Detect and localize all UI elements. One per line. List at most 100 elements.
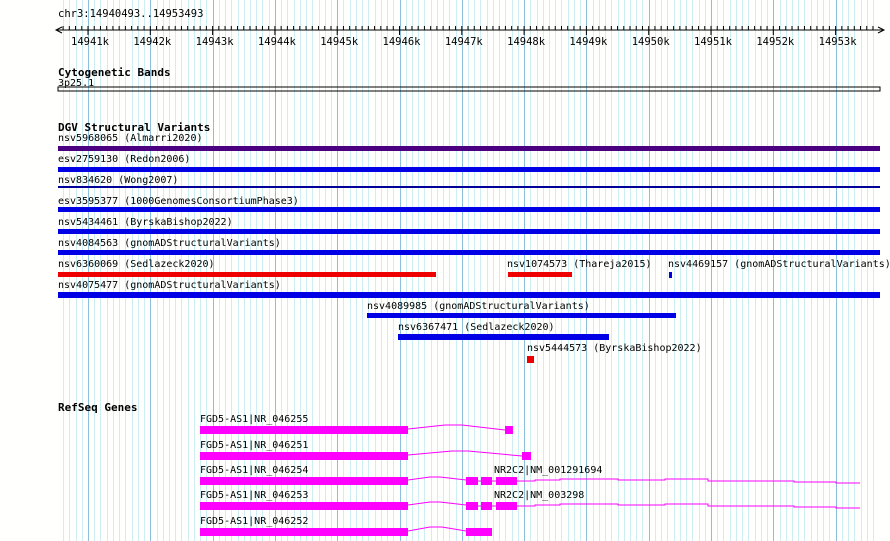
gene-label[interactable]: FGD5-AS1|NR_046251 — [200, 440, 309, 451]
section-title-dgv-variants: DGV Structural Variants — [58, 121, 211, 134]
gene-exon[interactable] — [496, 477, 517, 485]
grid-line-minor — [785, 0, 787, 541]
grid-line-minor — [841, 0, 843, 541]
gene-exon[interactable] — [200, 477, 408, 485]
grid-line-minor — [779, 0, 781, 541]
grid-line-minor — [760, 0, 762, 541]
variant-label[interactable]: nsv4084563 (gnomADStructuralVariants) — [58, 238, 281, 249]
variant-label[interactable]: esv2759130 (Redon2006) — [58, 154, 191, 165]
grid-line-minor — [362, 0, 364, 541]
variant-label[interactable]: nsv4075477 (gnomADStructuralVariants) — [58, 280, 281, 291]
variant-bar[interactable] — [58, 272, 436, 277]
grid-line-major — [274, 0, 276, 541]
variant-label[interactable]: nsv5434461 (ByrskaBishop2022) — [58, 217, 233, 228]
variant-bar[interactable] — [398, 334, 609, 340]
grid-line-minor — [100, 0, 102, 541]
grid-line-minor — [854, 0, 856, 541]
grid-line-minor — [791, 0, 793, 541]
grid-line-minor — [630, 0, 631, 541]
grid-line-minor — [368, 0, 370, 541]
grid-line-minor — [848, 0, 850, 541]
grid-line-minor — [318, 0, 320, 541]
variant-label[interactable]: nsv6367471 (Sedlazeck2020) — [398, 322, 555, 333]
variant-bar[interactable] — [367, 313, 676, 318]
grid-line-minor — [536, 0, 538, 541]
gene-exon[interactable] — [200, 426, 408, 434]
variant-label[interactable]: nsv5444573 (ByrskaBishop2022) — [527, 343, 702, 354]
variant-bar[interactable] — [58, 146, 880, 151]
gene-label[interactable]: FGD5-AS1|NR_046253 — [200, 490, 309, 501]
grid-line-minor — [449, 0, 451, 541]
gene-label[interactable]: NR2C2|NM_001291694 — [494, 465, 603, 476]
ruler-tick-label: 14942k — [133, 36, 172, 48]
gene-label[interactable]: NR2C2|NM_003298 — [494, 490, 585, 501]
grid-line-minor — [374, 0, 376, 541]
gene-label[interactable]: FGD5-AS1|NR_046255 — [200, 414, 309, 425]
variant-label[interactable]: nsv6360069 (Sedlazeck2020) — [58, 259, 215, 270]
grid-line-minor — [810, 0, 812, 541]
variant-bar[interactable] — [58, 167, 880, 172]
variant-label[interactable]: nsv4469157 (gnomADStructuralVariants) — [668, 259, 890, 270]
variant-bar[interactable] — [669, 272, 672, 278]
variant-label[interactable]: nsv4089985 (gnomADStructuralVariants) — [367, 301, 590, 312]
ruler-tick-label: 14944k — [257, 36, 296, 48]
variant-label[interactable]: nsv5968065 (Almarri2020) — [58, 133, 203, 144]
gene-exon[interactable] — [481, 477, 492, 485]
grid-line-minor — [654, 0, 656, 541]
gene-exon[interactable] — [200, 528, 408, 536]
gene-exon[interactable] — [481, 502, 492, 510]
grid-line-minor — [349, 0, 351, 541]
gene-exon[interactable] — [496, 502, 517, 510]
grid-line-minor — [299, 0, 301, 541]
grid-line-major — [88, 0, 89, 541]
ruler-tick-label: 14941k — [71, 36, 109, 48]
gene-exon[interactable] — [466, 528, 492, 536]
grid-line-minor — [75, 0, 77, 541]
variant-label[interactable]: nsv1074573 (Thareja2015) — [507, 259, 652, 270]
variant-bar[interactable] — [58, 207, 880, 212]
gene-exon[interactable] — [505, 426, 513, 434]
region-coordinates: chr3:14940493..14953493 — [58, 8, 204, 20]
grid-line-minor — [355, 0, 357, 541]
grid-line-minor — [131, 0, 133, 541]
variant-bar[interactable] — [527, 356, 534, 363]
grid-line-minor — [704, 0, 706, 541]
variant-bar[interactable] — [58, 229, 880, 234]
variant-bar[interactable] — [58, 186, 880, 188]
gene-label[interactable]: FGD5-AS1|NR_046252 — [200, 516, 309, 527]
grid-line-minor — [249, 0, 251, 541]
gene-exon[interactable] — [522, 452, 531, 460]
grid-line-minor — [162, 0, 164, 541]
ruler-tick-label: 14949k — [569, 36, 608, 48]
grid-line-minor — [237, 0, 239, 541]
gene-exon[interactable] — [466, 502, 478, 510]
grid-line-minor — [549, 0, 551, 541]
gene-label[interactable]: FGD5-AS1|NR_046254 — [200, 465, 309, 476]
grid-line-minor — [698, 0, 700, 541]
grid-line-minor — [106, 0, 108, 541]
variant-label[interactable]: nsv834620 (Wong2007) — [58, 175, 179, 186]
grid-line-minor — [860, 0, 862, 541]
grid-line-minor — [474, 0, 476, 541]
grid-line-major — [399, 0, 401, 541]
grid-line-minor — [717, 0, 719, 541]
grid-line-minor — [555, 0, 557, 541]
grid-line-minor — [767, 0, 769, 541]
section-title-cytogenetic-bands: Cytogenetic Bands — [58, 66, 171, 79]
grid-line-major — [524, 0, 526, 541]
gene-exon[interactable] — [200, 502, 408, 510]
grid-line-minor — [823, 0, 825, 541]
variant-label[interactable]: esv3595377 (1000GenomesConsortiumPhase3) — [58, 196, 299, 207]
gene-exon[interactable] — [200, 452, 408, 460]
grid-line-major — [773, 0, 775, 541]
grid-line-minor — [486, 0, 488, 541]
grid-line-minor — [661, 0, 663, 541]
grid-line-minor — [293, 0, 295, 541]
variant-bar[interactable] — [58, 292, 880, 298]
variant-bar[interactable] — [508, 272, 572, 277]
gene-exon[interactable] — [466, 477, 478, 485]
variant-bar[interactable] — [58, 250, 880, 255]
cytoband-label[interactable]: 3p25.1 — [58, 78, 95, 89]
grid-line-minor — [137, 0, 139, 541]
